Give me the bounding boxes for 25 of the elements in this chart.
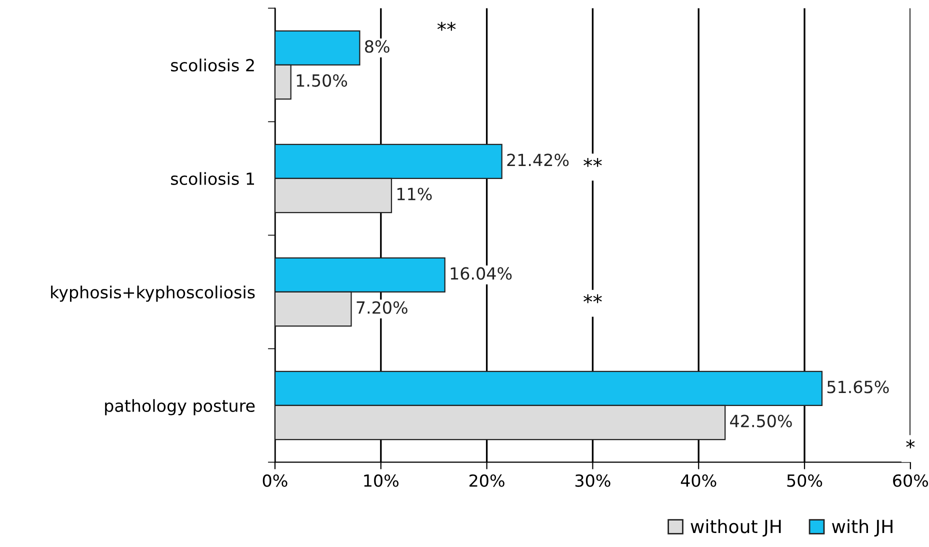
data-label: 1.50% xyxy=(296,74,348,87)
x-tick-label: 40% xyxy=(680,474,716,487)
legend-label: with JH xyxy=(832,519,892,537)
annotation: ** xyxy=(437,22,456,31)
y-tick-label: scoliosis 2 xyxy=(171,58,254,72)
annotation: ** xyxy=(584,158,602,167)
data-label: 16.04% xyxy=(450,267,512,280)
x-tick-label: 30% xyxy=(575,474,610,487)
y-tick-label: pathology posture xyxy=(105,399,255,416)
legend-label: without JH xyxy=(690,519,781,537)
annotation: * xyxy=(906,440,915,448)
data-label: 7.20% xyxy=(356,301,408,314)
x-tick-label: 50% xyxy=(787,474,822,487)
annotation: ** xyxy=(584,294,602,304)
data-label: 11% xyxy=(397,188,432,200)
x-tick-label: 20% xyxy=(469,474,504,487)
x-tick-label: 60% xyxy=(893,474,928,487)
y-tick-label: kyphosis+kyphoscoliosis xyxy=(51,286,255,302)
y-tick-label: scoliosis 1 xyxy=(171,172,254,186)
x-tick-label: 0% xyxy=(262,474,288,487)
data-label: 21.42% xyxy=(507,154,569,166)
data-label: 8% xyxy=(365,40,390,53)
x-tick-label: 10% xyxy=(364,474,398,487)
data-label: 51.65% xyxy=(827,380,889,394)
data-label: 42.50% xyxy=(730,414,792,428)
